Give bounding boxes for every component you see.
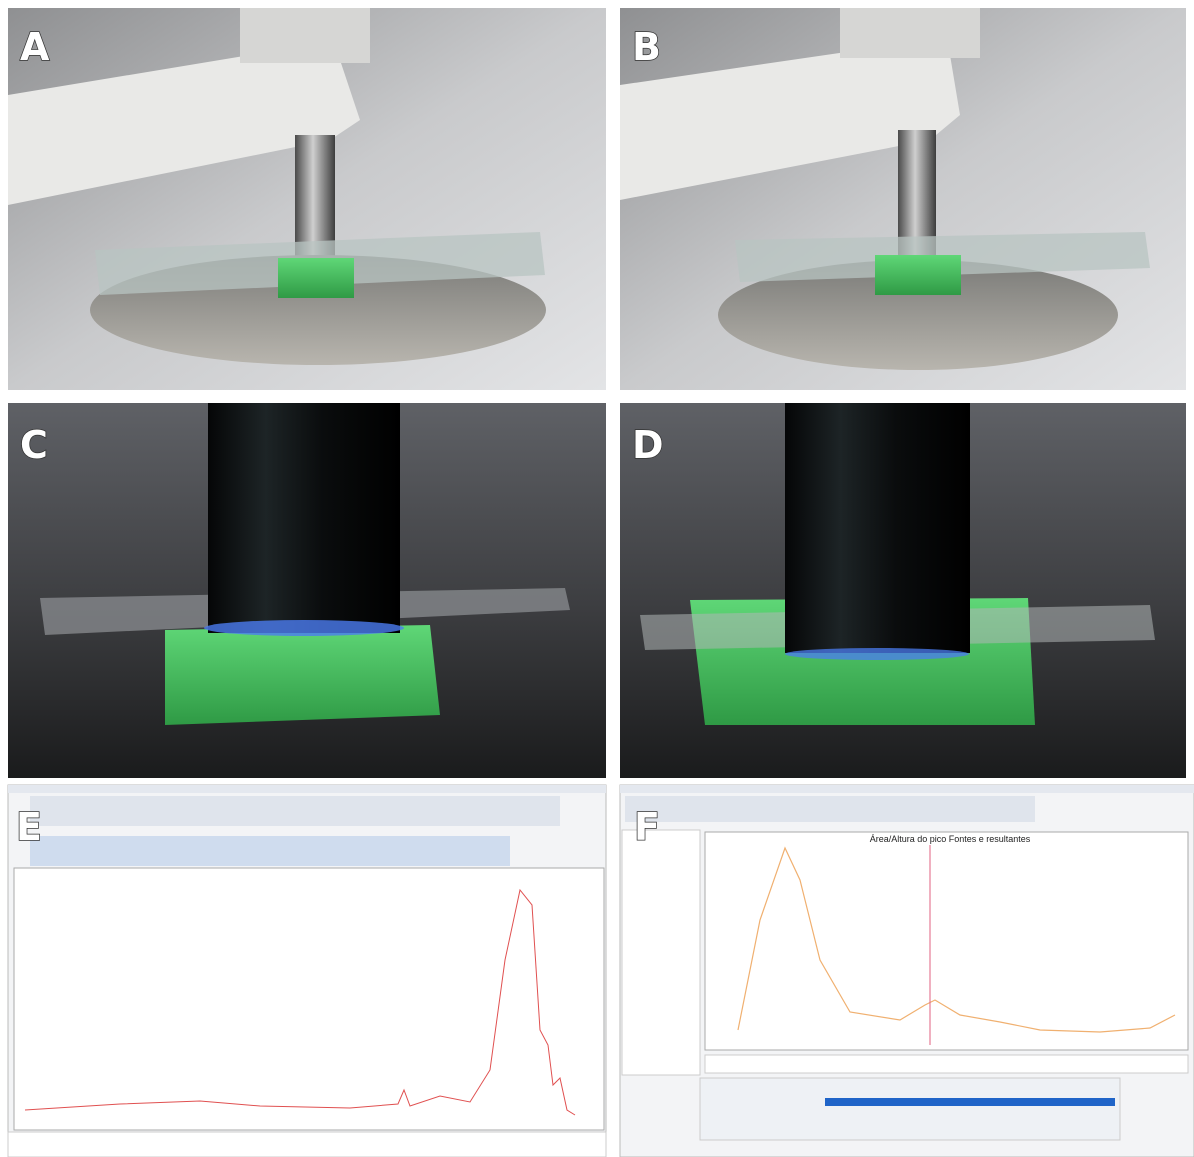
- panel-e: E: [7, 784, 607, 1157]
- series-list: [7, 1131, 607, 1157]
- panel-label: E: [16, 805, 42, 849]
- ribbon: [30, 796, 560, 826]
- spectrum: [24, 888, 576, 1116]
- disc: [718, 260, 1118, 370]
- panel-label: D: [632, 423, 664, 467]
- options: [699, 1077, 1121, 1141]
- sample: [165, 625, 440, 725]
- plot-area: [704, 831, 1189, 1051]
- head: [840, 8, 980, 58]
- light: [785, 648, 969, 660]
- toolbar: [30, 836, 510, 866]
- selected-row: [825, 1098, 1115, 1106]
- panel-label: C: [20, 423, 48, 467]
- menu-bar: [620, 785, 1194, 793]
- sample: [278, 258, 354, 298]
- panel-b: B: [620, 8, 1186, 390]
- series-list: [704, 1054, 1189, 1074]
- spectrum: [737, 846, 1176, 1033]
- panel-a: A: [8, 8, 606, 390]
- plot-title: Área/Altura do pico Fontes e resultantes: [870, 834, 1031, 844]
- light: [204, 620, 404, 636]
- tree-panel: [621, 829, 701, 1076]
- panel-label: B: [632, 25, 661, 69]
- probe: [785, 403, 970, 653]
- panel-label: A: [20, 25, 50, 69]
- panel-f: Área/Altura do pico Fontes e resultantes…: [619, 784, 1194, 1157]
- panel-c: C: [8, 403, 606, 778]
- panel-label: F: [634, 805, 660, 849]
- ribbon: [625, 796, 1035, 822]
- panel-d: D: [620, 403, 1186, 778]
- probe: [208, 403, 400, 633]
- plot-area: [13, 867, 605, 1131]
- menu-bar: [8, 785, 606, 793]
- arm: [620, 50, 960, 200]
- arm: [8, 55, 360, 205]
- sample: [875, 255, 961, 295]
- head: [240, 8, 370, 63]
